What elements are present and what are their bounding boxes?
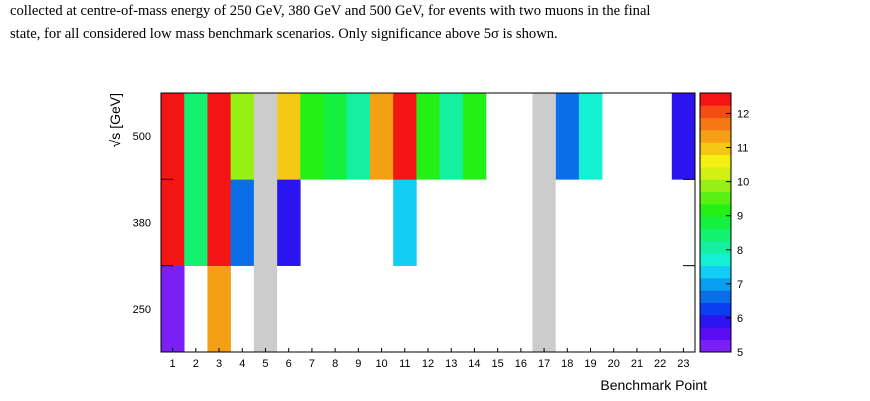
color-scale-segment (700, 278, 731, 291)
color-scale-segment (700, 216, 731, 230)
x-tick-label-4: 4 (239, 358, 245, 370)
heatmap-cell-1-380 (161, 179, 185, 266)
heatmap-cell-23-500 (671, 93, 696, 180)
color-scale-segment (700, 191, 731, 205)
heatmap-cell-3-380 (207, 179, 231, 266)
color-scale-segment (700, 290, 731, 304)
color-scale-label-8: 8 (737, 245, 743, 257)
heatmap-cell-6-380 (277, 179, 301, 266)
heatmap-cell-1-500 (161, 93, 185, 180)
x-tick-label-2: 2 (193, 358, 199, 370)
y-axis-ticks: 250 380 500 (133, 131, 695, 316)
heatmap-cell-4-500 (230, 93, 255, 180)
color-scale-segment (700, 117, 731, 131)
x-tick-label-6: 6 (286, 358, 292, 370)
excluded-columns (253, 93, 556, 352)
heatmap-cell-3-250 (207, 265, 231, 353)
color-scale-segment (700, 179, 731, 193)
heatmap-cell-7-500 (300, 93, 324, 180)
color-scale-segment (700, 228, 731, 242)
heatmap-cell-11-500 (393, 93, 417, 180)
x-tick-label-3: 3 (216, 358, 222, 370)
excluded-column-17 (532, 93, 556, 352)
color-scale (699, 92, 732, 353)
color-scale-segment (700, 105, 731, 119)
caption-line-1: collected at centre-of-mass energy of 25… (10, 3, 651, 19)
x-tick-label-16: 16 (515, 358, 527, 370)
x-tick-label-15: 15 (492, 358, 504, 370)
y-tick-label-250: 250 (133, 304, 151, 316)
color-scale-segment (700, 327, 731, 341)
x-axis-title: Benchmark Point (600, 377, 707, 393)
color-scale-segment (700, 130, 731, 143)
x-tick-label-18: 18 (561, 358, 573, 370)
color-scale-label-5: 5 (737, 347, 743, 359)
heatmap-cell-14-500 (462, 93, 487, 180)
color-scale-label-12: 12 (737, 108, 749, 120)
heatmap-cell-18-500 (555, 93, 580, 180)
excluded-column-5 (253, 93, 278, 352)
heatmap-cell-10-500 (369, 93, 394, 180)
heatmap-cell-4-380 (230, 179, 255, 266)
x-tick-label-1: 1 (170, 358, 176, 370)
x-tick-label-8: 8 (332, 358, 338, 370)
x-tick-label-23: 23 (677, 358, 689, 370)
x-tick-label-21: 21 (631, 358, 643, 370)
figure-caption: collected at centre-of-mass energy of 25… (10, 0, 866, 46)
color-scale-label-6: 6 (737, 313, 743, 325)
x-tick-label-19: 19 (584, 358, 596, 370)
color-scale-segment (700, 265, 731, 279)
color-scale-frame (699, 92, 732, 353)
heatmap-cell-19-500 (578, 93, 603, 180)
heatmap-cell-11-380 (393, 179, 417, 266)
color-scale-segment (700, 315, 731, 328)
x-tick-label-7: 7 (309, 358, 315, 370)
x-tick-label-20: 20 (608, 358, 620, 370)
color-scale-segment (700, 253, 731, 267)
x-tick-label-14: 14 (468, 358, 480, 370)
heatmap-cell-12-500 (416, 93, 440, 180)
color-scale-segment (700, 154, 731, 168)
x-axis-ticks: 1 2 3 4 5 6 7 8 9 10 11 12 13 14 15 16 17 18 19 20 21 22 23 (170, 348, 690, 370)
color-scale-segment (700, 302, 731, 316)
heatmap-cell-6-500 (277, 93, 301, 180)
color-scale-segment (700, 167, 731, 180)
color-scale-segment (700, 339, 731, 353)
caption-line-2: state, for all considered low mass bench… (10, 26, 558, 42)
x-tick-label-5: 5 (262, 358, 268, 370)
heatmap-cell-9-500 (346, 93, 371, 180)
x-tick-label-12: 12 (422, 358, 434, 370)
heatmap-cell-8-500 (323, 93, 348, 180)
heatmap-cell-3-500 (207, 93, 231, 180)
x-tick-label-10: 10 (375, 358, 387, 370)
x-tick-label-9: 9 (355, 358, 361, 370)
color-scale-ticks: 5 6 7 8 9 10 11 12 (726, 108, 749, 359)
heatmap-cells (161, 93, 696, 353)
x-tick-label-17: 17 (538, 358, 550, 370)
color-scale-label-11: 11 (737, 143, 748, 155)
heatmap-cell-13-500 (439, 93, 464, 180)
heatmap-cell-2-380 (184, 179, 208, 266)
color-scale-segment (700, 142, 731, 156)
y-tick-label-500: 500 (133, 131, 151, 143)
color-scale-segment (700, 93, 731, 106)
x-tick-label-13: 13 (445, 358, 457, 370)
y-axis-title: √s [GeV] (107, 93, 123, 147)
heatmap-cell-2-500 (184, 93, 208, 180)
x-tick-label-11: 11 (399, 358, 410, 370)
heatmap-cell-1-250 (161, 265, 185, 353)
color-scale-label-10: 10 (737, 177, 749, 189)
y-tick-label-380: 380 (133, 218, 151, 230)
color-scale-label-7: 7 (737, 279, 743, 291)
color-scale-label-9: 9 (737, 211, 743, 223)
color-scale-segment (700, 241, 731, 254)
color-scale-segment (700, 204, 731, 217)
x-tick-label-22: 22 (654, 358, 666, 370)
